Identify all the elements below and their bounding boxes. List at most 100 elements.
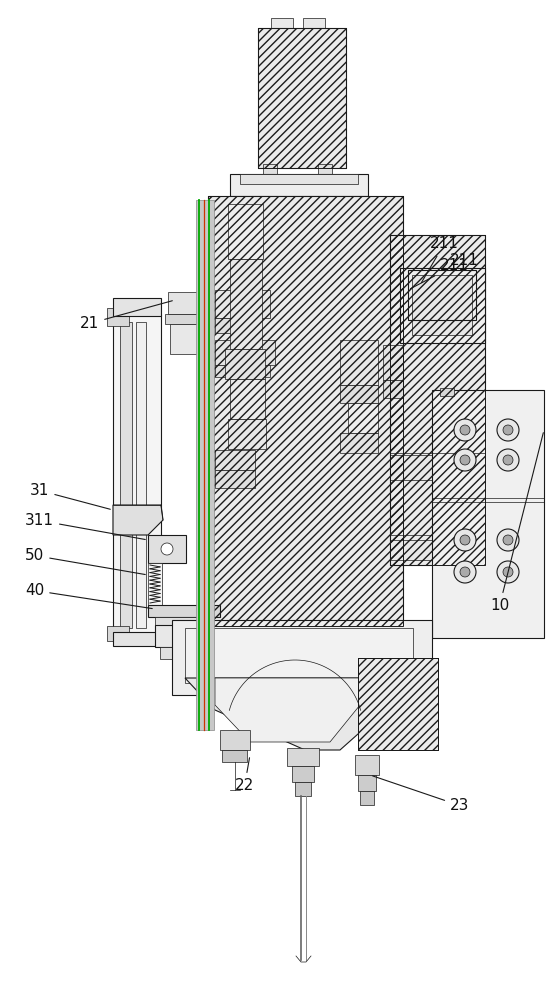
Bar [172,626,210,666]
Bar [240,174,358,184]
Bar [215,340,275,365]
Text: 40: 40 [25,583,152,609]
Bar [120,322,132,628]
Circle shape [503,535,513,545]
Bar [222,750,247,762]
Circle shape [460,425,470,435]
Circle shape [503,567,513,577]
Bar [196,200,214,730]
Bar [287,748,319,766]
Bar [400,268,485,343]
Bar [340,433,378,453]
Text: 50: 50 [25,548,146,575]
Bar [358,658,438,750]
Circle shape [454,529,476,551]
Bar [160,647,215,659]
Bar [215,318,260,333]
Circle shape [503,425,513,435]
Bar [208,196,403,626]
Bar [113,298,161,316]
Circle shape [497,419,519,441]
Bar [230,174,368,196]
Bar [155,625,217,647]
Bar [258,196,346,204]
Bar [258,28,346,168]
Circle shape [161,543,173,555]
Text: 211: 211 [421,236,459,283]
Bar [390,235,485,565]
Bar [258,28,346,168]
Bar [340,340,378,385]
Bar [318,164,332,174]
Bar [136,322,146,628]
Bar [348,403,378,433]
Bar [440,388,454,396]
Bar [148,605,220,617]
Bar [358,775,376,791]
Circle shape [503,455,513,465]
Bar [355,755,379,775]
Text: 21: 21 [80,301,172,331]
Bar [390,540,485,560]
Bar [263,164,277,174]
Circle shape [454,449,476,471]
Bar [215,470,255,488]
Bar [228,204,263,259]
Bar [295,782,311,796]
Text: 23: 23 [373,776,469,813]
Circle shape [497,449,519,471]
Bar [408,270,476,320]
Polygon shape [113,505,163,535]
Text: 31: 31 [30,483,110,509]
Bar [148,563,162,605]
Bar [113,315,161,635]
Bar [168,292,210,314]
Bar [390,235,485,565]
Bar [172,620,432,695]
Bar [230,259,262,349]
Bar [303,18,325,28]
Bar [113,632,161,646]
Bar [383,345,403,380]
Circle shape [454,561,476,583]
Bar [358,658,438,750]
Bar [340,385,378,403]
Text: 22: 22 [235,758,254,793]
Bar [107,626,129,641]
Circle shape [497,561,519,583]
Bar [107,308,129,326]
Bar [390,235,485,565]
Bar [165,314,211,324]
Bar [258,28,346,168]
Bar [360,791,374,805]
Polygon shape [185,678,395,750]
Bar [432,390,544,638]
Bar [358,658,438,750]
Bar [228,419,266,449]
Bar [225,349,265,379]
Bar [155,617,213,625]
Circle shape [460,567,470,577]
Text: 10: 10 [490,433,543,613]
Bar [208,196,403,626]
Bar [220,730,250,750]
Text: 211: 211 [450,253,479,268]
Polygon shape [215,678,370,742]
Bar [292,766,314,782]
Circle shape [460,535,470,545]
Bar [170,324,208,354]
Bar [215,290,270,318]
Bar [215,365,270,377]
Bar [208,196,403,626]
Bar [148,535,186,563]
Bar [230,379,265,419]
Bar [383,380,403,398]
Text: 211: 211 [410,258,469,289]
Bar [271,18,293,28]
Bar [185,628,413,683]
Bar [390,455,485,480]
Circle shape [497,529,519,551]
Circle shape [460,455,470,465]
Bar [215,450,255,470]
Bar [412,275,472,335]
